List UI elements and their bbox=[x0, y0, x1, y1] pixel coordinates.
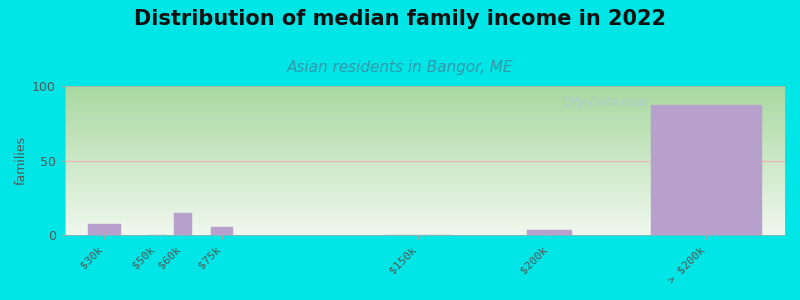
Text: City-Data.com: City-Data.com bbox=[554, 97, 646, 110]
Bar bbox=[88, 224, 121, 236]
Y-axis label: families: families bbox=[15, 136, 28, 185]
Bar bbox=[651, 105, 762, 236]
Text: Asian residents in Bangor, ME: Asian residents in Bangor, ME bbox=[286, 60, 514, 75]
Text: Distribution of median family income in 2022: Distribution of median family income in … bbox=[134, 9, 666, 29]
Bar bbox=[527, 230, 572, 236]
Bar bbox=[211, 226, 234, 236]
Bar bbox=[174, 213, 192, 236]
